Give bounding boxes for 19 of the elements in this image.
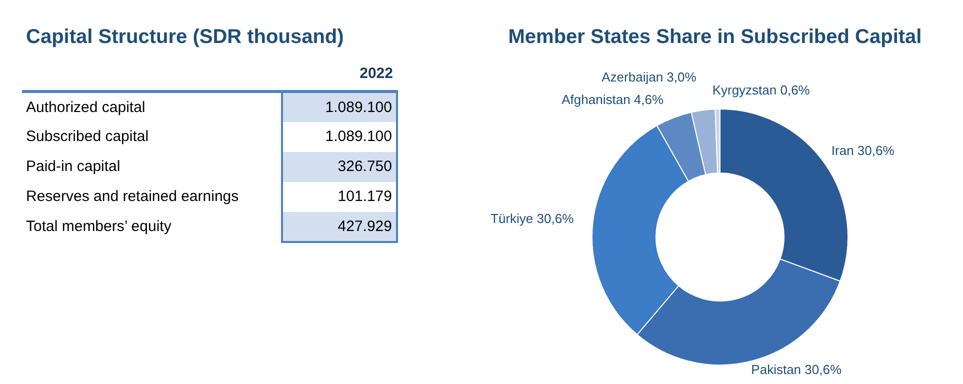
category-label: Total members’ equity [25,217,172,237]
text: 1.089.100 [282,92,397,122]
category-label: Paid-in capital [25,157,122,177]
text: 2022 [358,64,394,84]
slice-label: Türkiye 30,6% [490,211,574,226]
text: 101.179 [282,182,397,212]
slice-label: Pakistan 30,6% [751,362,842,377]
text: 427.929 [282,212,397,242]
slice-label: Kyrgyzstan 0,6% [712,82,810,98]
text: 1.089.100 [282,122,397,152]
text: Capital Structure (SDR thousand) [25,26,345,49]
category-label: Reserves and retained earnings [25,187,240,207]
text: 326.750 [282,152,397,182]
slice-label: Afghanistan 4,6% [562,92,664,108]
category-label: Authorized capital [25,98,146,118]
slice-label: Iran 30,6% [831,143,895,158]
slice-label: Azerbaijan 3,0% [602,70,697,85]
category-label: Subscribed capital [25,127,150,147]
chart-title: Member States Share in Subscribed Capital [507,26,923,49]
